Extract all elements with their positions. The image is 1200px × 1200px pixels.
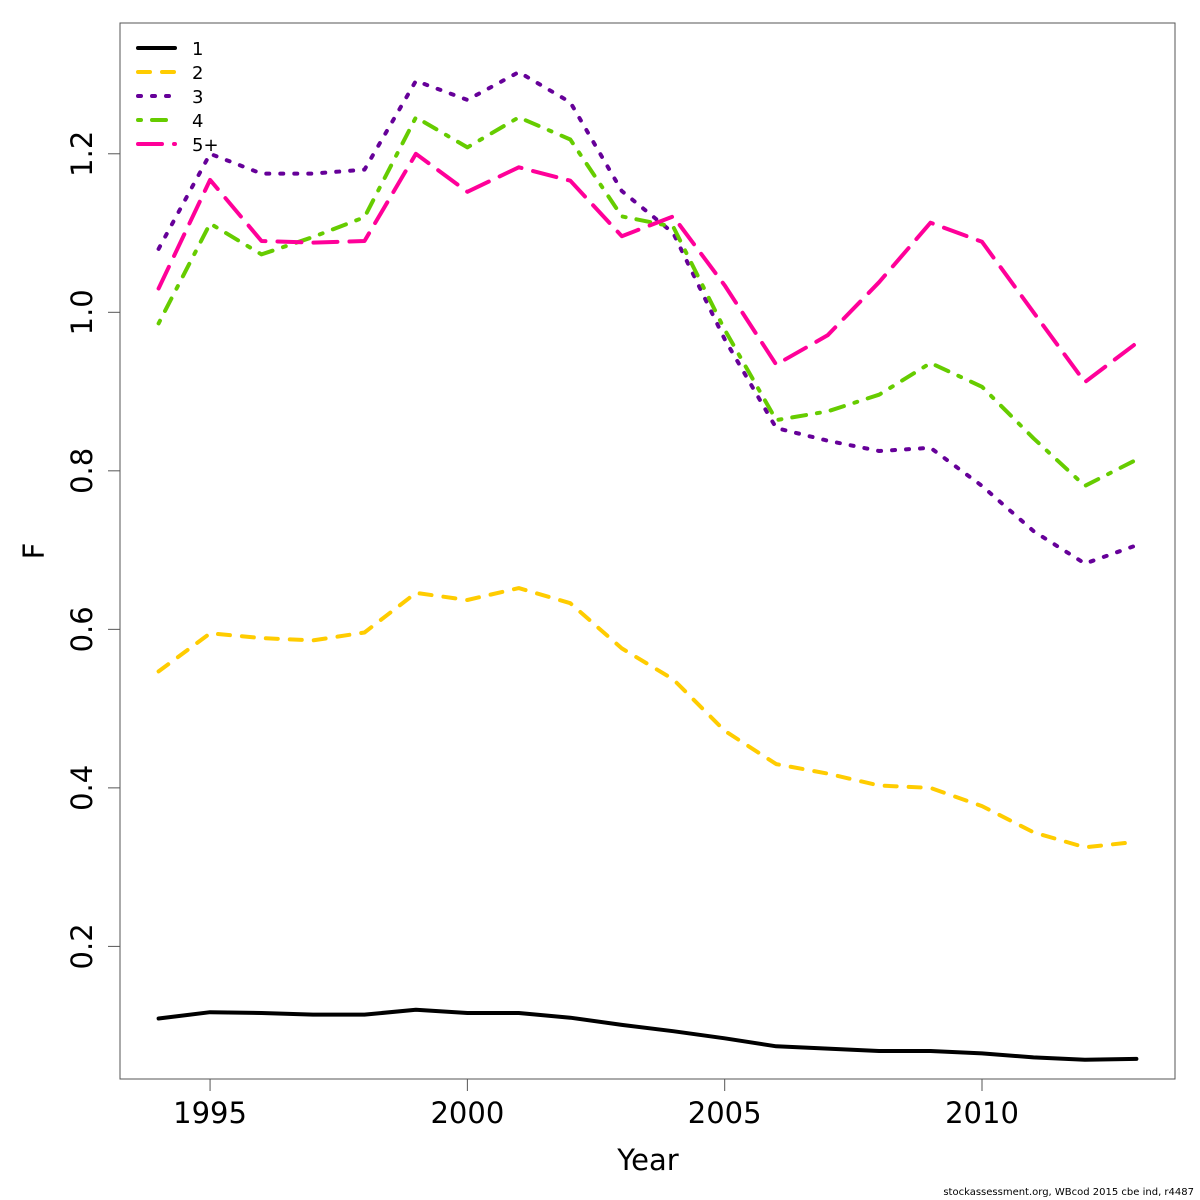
- x-axis: 1995 2000 2005 2010: [173, 1079, 1019, 1130]
- legend-label: 1: [192, 39, 203, 60]
- y-tick-label: 0.8: [65, 448, 99, 494]
- series-line-5plus: [156, 151, 1139, 385]
- legend-label: 2: [192, 63, 203, 84]
- y-tick-label: 1.2: [65, 131, 99, 177]
- series-line-4: [156, 115, 1139, 488]
- plot-box: [119, 22, 1176, 1080]
- x-tick-label: 1995: [173, 1096, 247, 1130]
- y-axis-title: F: [17, 543, 51, 560]
- legend-label: 4: [192, 111, 203, 132]
- legend-label: 5+: [192, 135, 219, 156]
- series-line-3: [156, 70, 1139, 566]
- series-lines: [156, 70, 1139, 1062]
- y-tick-label: 1.0: [65, 289, 99, 335]
- x-tick-label: 2005: [688, 1096, 762, 1130]
- series-line-2: [156, 586, 1139, 850]
- x-tick-label: 2010: [945, 1096, 1019, 1130]
- y-axis: 0.2 0.4 0.6 0.8 1.0 1.2: [65, 131, 120, 969]
- y-tick-label: 0.4: [65, 765, 99, 811]
- x-tick-label: 2000: [430, 1096, 504, 1130]
- x-axis-title: Year: [616, 1143, 678, 1177]
- legend-label: 3: [192, 87, 203, 108]
- y-tick-label: 0.2: [65, 923, 99, 969]
- y-tick-label: 0.6: [65, 606, 99, 652]
- legend: 1 2 3 4 5+: [136, 39, 219, 156]
- footer-credit: stockassessment.org, WBcod 2015 cbe ind,…: [943, 1187, 1194, 1198]
- series-line-1: [156, 1007, 1139, 1062]
